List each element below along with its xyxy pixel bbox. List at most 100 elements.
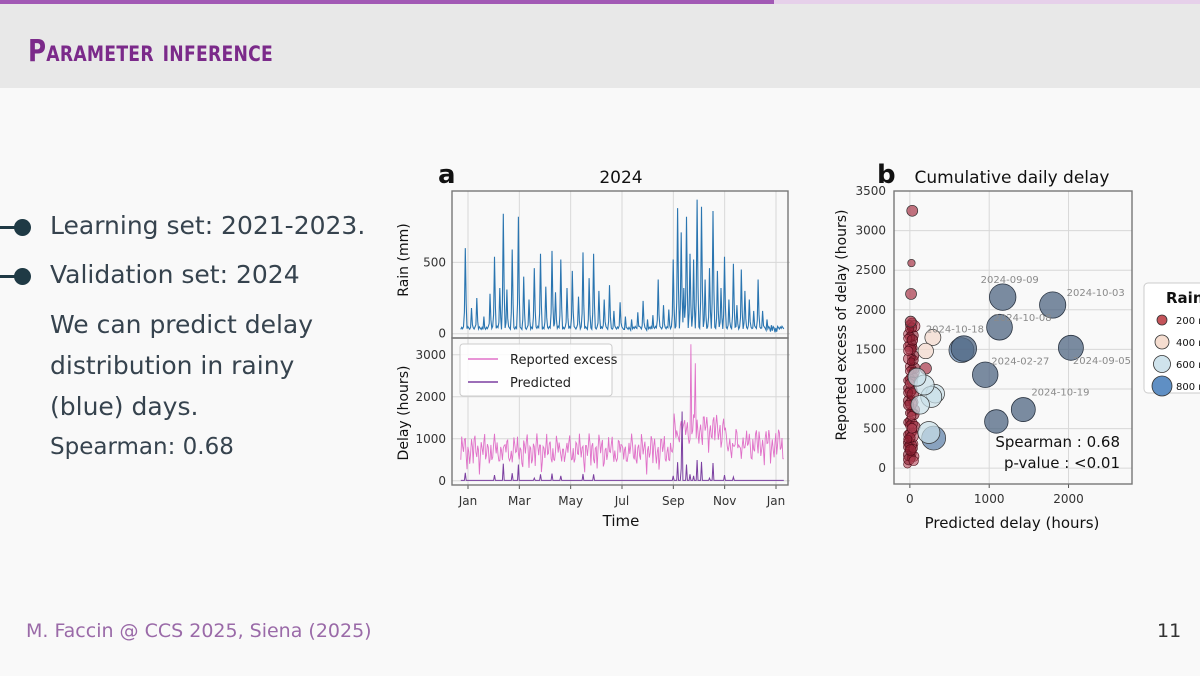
bullet-marker-icon xyxy=(0,266,34,286)
plot-frame xyxy=(893,190,1133,485)
time-axis-label: Time xyxy=(602,512,640,530)
x-tick-label: Jan xyxy=(458,494,478,508)
delay-axis-label: Delay (hours) xyxy=(396,366,412,461)
scatter-point xyxy=(907,258,916,268)
y-tick-label: 500 xyxy=(863,422,886,436)
point-date-label: 2024-09-09 xyxy=(981,275,1039,286)
scatter-point xyxy=(972,361,999,388)
bullet-marker-icon xyxy=(0,217,34,237)
scatter-point xyxy=(1039,291,1067,319)
y-tick-label: 1000 xyxy=(855,382,886,396)
scatter-plot-area: 0 1000 2000 0 500 1000 1500 2000 2500 3000 3500 202… xyxy=(855,184,1133,506)
scatter-point xyxy=(1058,334,1084,361)
scatter-point xyxy=(903,434,913,444)
y-tick-label: 2000 xyxy=(855,303,886,317)
y-tick-label: 3500 xyxy=(855,184,886,198)
scatter-point xyxy=(917,421,941,444)
x-tick-label: Nov xyxy=(713,494,736,508)
legend-label: Reported excess xyxy=(510,353,618,368)
stat-text: Spearman : 0.68 xyxy=(995,433,1120,451)
legend-marker xyxy=(1156,314,1168,326)
delay-subplot: Jan Mar May Jul Sep Nov Jan 0 1000 2000 3000 Report… xyxy=(415,337,790,508)
scatter-point xyxy=(905,288,917,300)
y-tick-label: 2500 xyxy=(855,263,886,277)
y-tick-label: 1000 xyxy=(415,432,446,446)
y-tick-label: 0 xyxy=(878,461,886,475)
bullet-learning-set: Learning set: 2021-2023. xyxy=(50,211,366,240)
y-tick-label: 3000 xyxy=(855,224,886,238)
y-tick-label: 2000 xyxy=(415,390,446,404)
panel-label-b: b xyxy=(877,160,896,190)
point-date-label: 2024-09-05 xyxy=(1073,356,1131,367)
sub-text-line: distribution in rainy xyxy=(50,351,295,380)
scatter-point xyxy=(917,342,934,360)
scatter-point xyxy=(950,335,977,362)
predicted-line xyxy=(460,411,784,481)
spearman-text: Spearman: 0.68 xyxy=(50,434,234,460)
y-tick-label: 0 xyxy=(438,474,446,488)
legend-label: 800 mm xyxy=(1176,382,1200,393)
page-number: 11 xyxy=(1157,620,1182,642)
point-date-label: 2024-10-08 xyxy=(994,313,1052,324)
rain-axis-label: Rain (mm) xyxy=(396,223,412,296)
y-tick-label: 1500 xyxy=(855,342,886,356)
slide-title: Parameter inference xyxy=(28,34,274,69)
legend-label: 400 mm xyxy=(1176,338,1200,349)
scatter-point xyxy=(906,411,917,421)
progress-bar xyxy=(0,0,1200,4)
rain-series-line xyxy=(460,199,785,333)
y-tick-label: 0 xyxy=(438,327,446,341)
legend-marker xyxy=(1154,334,1170,350)
scatter-point xyxy=(984,409,1009,434)
point-date-label: 2024-02-27 xyxy=(991,357,1049,368)
x-tick-label: Jan xyxy=(766,494,786,508)
point-date-label: 2024-10-19 xyxy=(1031,388,1089,399)
rain-subplot: 0 500 xyxy=(423,190,790,341)
scatter-point xyxy=(904,444,917,456)
reported-excess-line xyxy=(460,344,784,475)
x-tick-label: May xyxy=(558,494,583,508)
chart-scatter: b Cumulative daily delay 0 1000 2000 0 500 10… xyxy=(834,160,1200,532)
footer-citation: M. Faccin @ CCS 2025, Siena (2025) xyxy=(26,620,372,642)
scatter-point xyxy=(910,395,930,415)
x-tick-label: Mar xyxy=(508,494,531,508)
legend-box xyxy=(459,343,613,397)
scatter-point xyxy=(906,334,919,346)
x-tick-label: Sep xyxy=(662,494,685,508)
scatter-point xyxy=(989,283,1017,311)
bullet-validation-set: Validation set: 2024 xyxy=(50,260,300,289)
legend-marker xyxy=(1151,375,1173,397)
x-tick-label: 0 xyxy=(906,492,914,506)
scatter-point xyxy=(907,367,927,387)
point-date-label: 2024-10-03 xyxy=(1067,288,1125,299)
legend-marker xyxy=(1153,355,1171,373)
scatter-point xyxy=(924,329,942,346)
scatter-point xyxy=(903,345,914,356)
y-tick-label: 500 xyxy=(423,255,446,269)
rain-legend: Rain 200 mm 400 mm 600 mm 800 mm xyxy=(1143,282,1200,397)
chart-title-b: Cumulative daily delay xyxy=(914,168,1109,188)
x-tick-label: Jul xyxy=(614,494,629,508)
subplot-frame xyxy=(451,337,789,486)
legend-label: Predicted xyxy=(510,376,571,391)
legend-label: 200 mm xyxy=(1176,316,1200,327)
sub-text-line: (blue) days. xyxy=(50,392,199,421)
x-tick-label: 1000 xyxy=(974,492,1005,506)
scatter-y-axis-label: Reported excess of delay (hours) xyxy=(834,209,850,440)
scatter-point xyxy=(908,455,919,466)
stat-text: p-value : <0.01 xyxy=(1004,454,1120,472)
progress-bar-fill xyxy=(0,0,774,4)
chart-title-a: 2024 xyxy=(599,168,642,188)
slide-header: Parameter inference xyxy=(0,4,1200,88)
scatter-point xyxy=(906,204,919,217)
legend-label: 600 mm xyxy=(1176,360,1200,371)
panel-label-a: a xyxy=(438,160,456,190)
scatter-point xyxy=(904,315,917,328)
scatter-point xyxy=(906,423,918,434)
scatter-point xyxy=(986,313,1013,341)
point-date-label: 2024-10-18 xyxy=(926,325,984,336)
y-tick-label: 3000 xyxy=(415,348,446,362)
x-tick-label: 2000 xyxy=(1053,492,1084,506)
chart-timeseries: a 2024 0 500 Jan Mar May Jul Sep Nov Jan 0 1000 20… xyxy=(396,160,790,530)
scatter-point xyxy=(906,357,916,366)
